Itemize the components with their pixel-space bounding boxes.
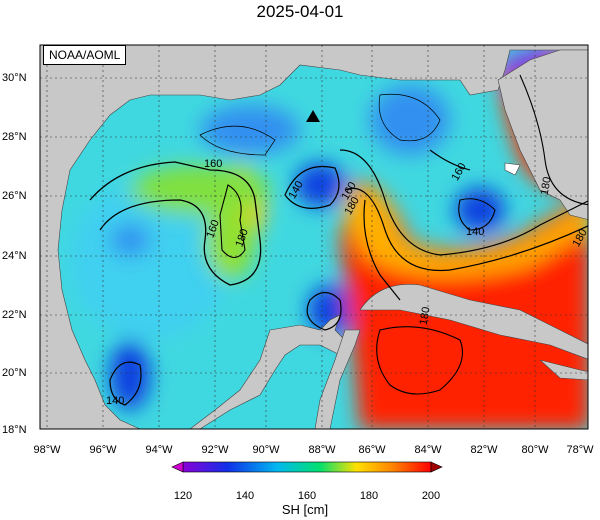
lon-label: 80°W [521, 444, 549, 456]
contour-label: 140 [106, 395, 125, 407]
source-credit: NOAA/AOML [43, 45, 127, 65]
lon-label: 78°W [566, 444, 594, 456]
colorbar-tick-label: 200 [421, 490, 441, 502]
land-masses [40, 45, 588, 429]
lat-label: 20°N [2, 367, 27, 379]
contour-label: 160 [204, 158, 223, 170]
lat-label: 30°N [2, 72, 27, 84]
lat-label: 26°N [2, 190, 27, 202]
contour-lines [89, 74, 588, 406]
colorbar-label: SH [cm] [281, 502, 329, 517]
map-frame [39, 44, 589, 430]
station-triangle-marker [306, 110, 320, 122]
lon-label: 86°W [358, 444, 386, 456]
lon-label: 82°W [470, 444, 498, 456]
lon-label: 94°W [145, 444, 173, 456]
lat-label: 28°N [2, 131, 27, 143]
contour-label: 140 [466, 226, 485, 238]
colorbar [171, 461, 443, 473]
lon-label: 96°W [89, 444, 117, 456]
map-title: 2025-04-01 [256, 2, 344, 21]
colorbar-tick-label: 120 [173, 490, 193, 502]
lon-label: 90°W [252, 444, 280, 456]
lat-label: 24°N [2, 250, 27, 262]
lon-label: 88°W [308, 444, 336, 456]
lon-label: 84°W [414, 444, 442, 456]
lat-label: 22°N [2, 309, 27, 321]
colorbar-tick-label: 160 [297, 490, 317, 502]
graticule [40, 45, 588, 429]
colorbar-tick-label: 140 [235, 490, 255, 502]
lat-label: 18°N [2, 424, 27, 436]
colorbar-tick-label: 180 [359, 490, 379, 502]
lon-label: 98°W [33, 444, 61, 456]
lon-label: 92°W [201, 444, 229, 456]
